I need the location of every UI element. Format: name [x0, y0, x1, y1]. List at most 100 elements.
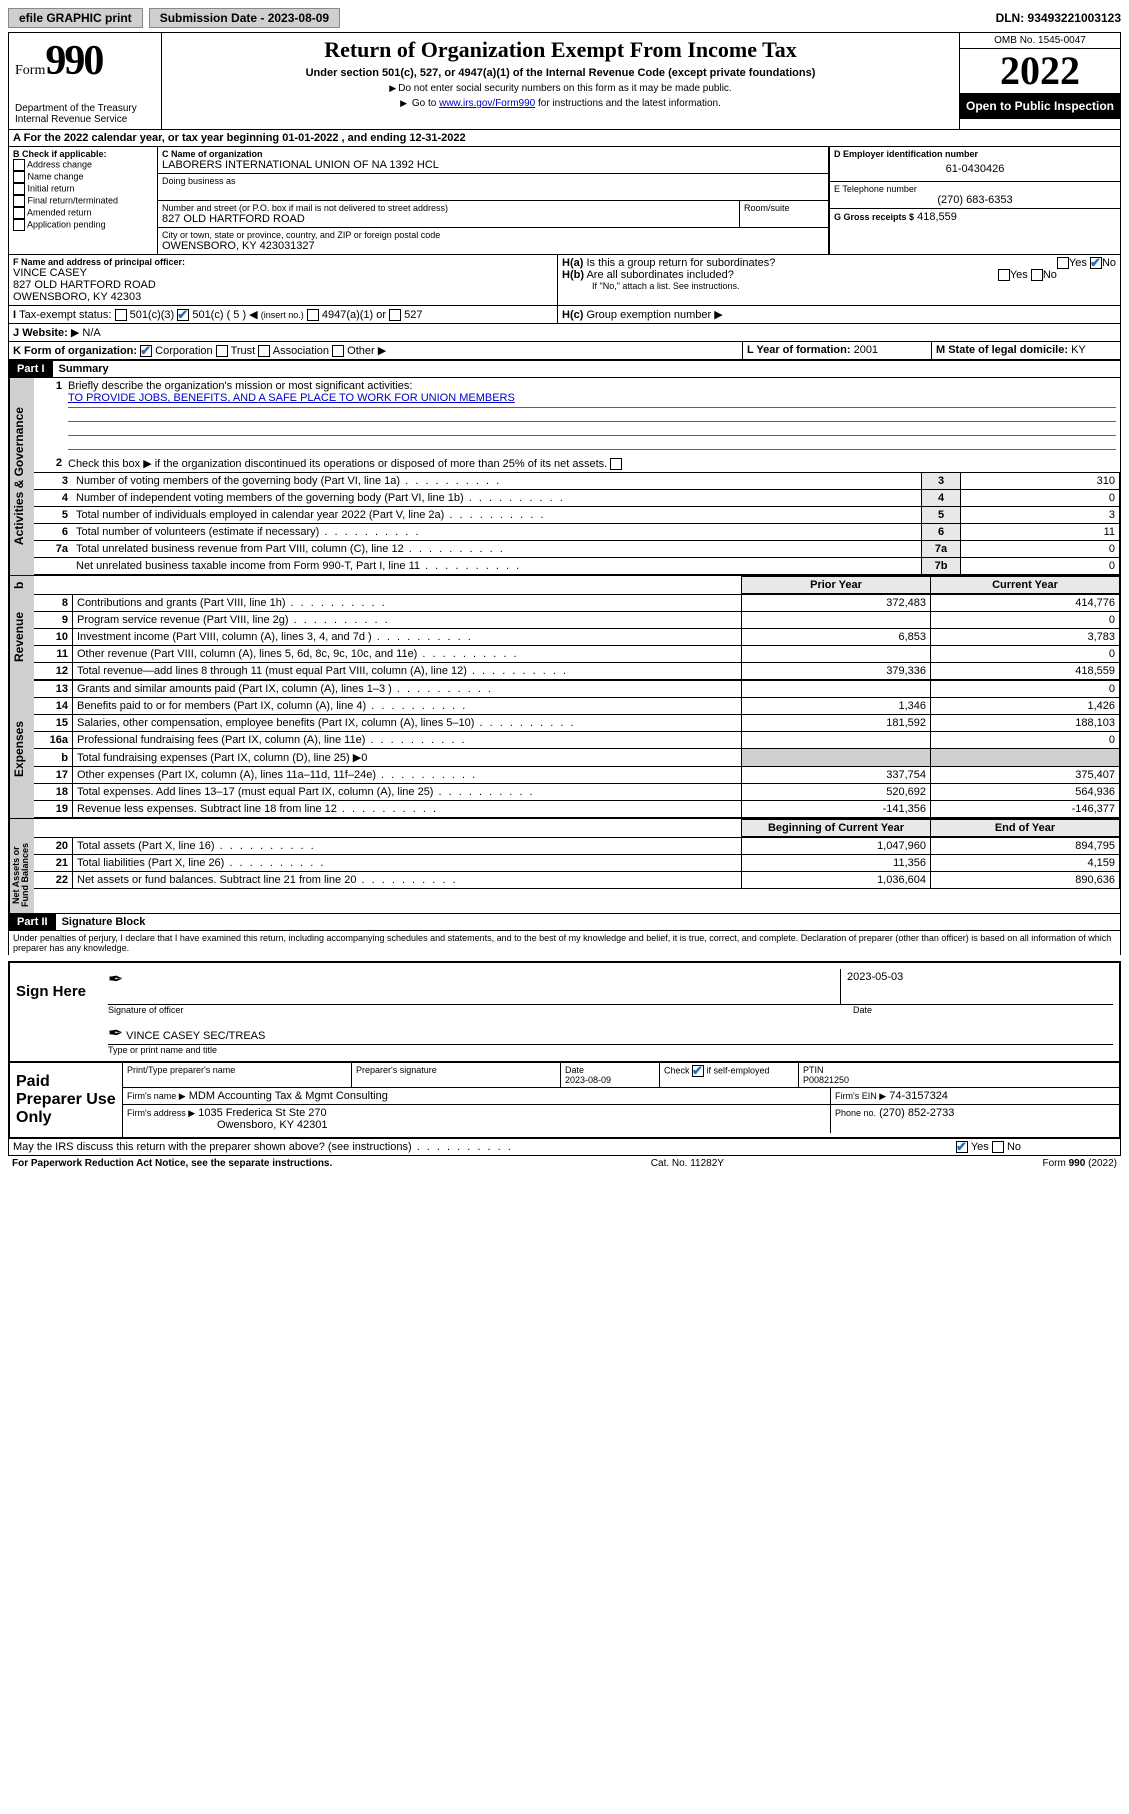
sig-date-label: Date [847, 1005, 1113, 1015]
box-b: B Check if applicable: Address change Na… [9, 147, 158, 254]
box-i: I Tax-exempt status: 501(c)(3) 501(c) ( … [9, 306, 558, 323]
cb-amended[interactable] [13, 207, 25, 219]
table-row: 12 Total revenue—add lines 8 through 11 … [34, 663, 1120, 680]
box-h: H(a) Is this a group return for subordin… [558, 255, 1120, 305]
box-c: C Name of organization LABORERS INTERNAT… [158, 147, 828, 174]
cb-address-change[interactable] [13, 159, 25, 171]
revenue-table: 8 Contributions and grants (Part VIII, l… [34, 594, 1120, 680]
col-end: End of Year [931, 820, 1120, 837]
cb-hb-yes[interactable] [998, 269, 1010, 281]
form-word: Form [15, 63, 45, 78]
table-row: 18 Total expenses. Add lines 13–17 (must… [34, 784, 1120, 801]
col-prior: Prior Year [742, 577, 931, 594]
prep-check: Check if self-employed [660, 1063, 799, 1087]
line2: Check this box ▶ if the organization dis… [68, 457, 1116, 470]
footer: For Paperwork Reduction Act Notice, see … [8, 1156, 1121, 1171]
table-row: 8 Contributions and grants (Part VIII, l… [34, 595, 1120, 612]
tab-netassets: Net Assets orFund Balances [9, 837, 34, 913]
firm-ein: 74-3157324 [889, 1090, 948, 1102]
footer-pra: For Paperwork Reduction Act Notice, see … [12, 1158, 332, 1169]
dept-treasury: Department of the Treasury [15, 103, 155, 114]
box-f: F Name and address of principal officer:… [9, 255, 558, 305]
box-dba: Doing business as [158, 174, 828, 201]
box-g-receipts: G Gross receipts $ 418,559 [830, 209, 1120, 225]
form-subtitle: Under section 501(c), 527, or 4947(a)(1)… [168, 67, 953, 79]
tax-year: 2022 [960, 49, 1120, 93]
part1-hdr: Part I [9, 361, 53, 377]
expense-table: 13 Grants and similar amounts paid (Part… [34, 680, 1120, 818]
table-row: b Total fundraising expenses (Part IX, c… [34, 749, 1120, 767]
cb-app-pending[interactable] [13, 219, 25, 231]
table-row: 4 Number of independent voting members o… [34, 490, 1120, 507]
omb-number: OMB No. 1545-0047 [960, 33, 1120, 49]
table-row: 16a Professional fundraising fees (Part … [34, 732, 1120, 749]
part1-title: Summary [53, 361, 115, 377]
netassets-table: 20 Total assets (Part X, line 16) 1,047,… [34, 837, 1120, 889]
firm-phone: (270) 852-2733 [879, 1107, 954, 1119]
box-hc: H(c) Group exemption number ▶ [558, 306, 1120, 323]
prep-date: 2023-08-09 [565, 1075, 655, 1085]
box-address: Number and street (or P.O. box if mail i… [158, 201, 740, 227]
table-row: 17 Other expenses (Part IX, column (A), … [34, 767, 1120, 784]
box-room: Room/suite [740, 201, 828, 227]
box-m: M State of legal domicile: KY [932, 342, 1120, 359]
col-begin: Beginning of Current Year [742, 820, 931, 837]
cb-initial-return[interactable] [13, 183, 25, 195]
note-goto: Go to www.irs.gov/Form990 for instructio… [168, 98, 953, 109]
line1-value[interactable]: TO PROVIDE JOBS, BENEFITS, AND A SAFE PL… [68, 392, 515, 404]
efile-btn[interactable]: efile GRAPHIC print [8, 8, 143, 28]
line1-label: Briefly describe the organization's miss… [68, 380, 1116, 392]
table-row: 7a Total unrelated business revenue from… [34, 541, 1120, 558]
prep-sig-label: Preparer's signature [352, 1063, 561, 1087]
table-row: 21 Total liabilities (Part X, line 26) 1… [34, 855, 1120, 872]
sig-name-label: Type or print name and title [108, 1045, 1113, 1055]
cb-trust[interactable] [216, 345, 228, 357]
sig-name: VINCE CASEY SEC/TREAS [126, 1030, 265, 1042]
cb-line2[interactable] [610, 458, 622, 470]
firm-addr1: 1035 Frederica St Ste 270 [198, 1107, 326, 1119]
table-row: 22 Net assets or fund balances. Subtract… [34, 872, 1120, 889]
cb-name-change[interactable] [13, 171, 25, 183]
cb-501c[interactable] [177, 309, 189, 321]
box-e-phone: E Telephone number (270) 683-6353 [830, 182, 1120, 209]
paid-preparer-label: Paid Preparer Use Only [10, 1063, 122, 1137]
cb-ha-yes[interactable] [1057, 257, 1069, 269]
table-row: 20 Total assets (Part X, line 16) 1,047,… [34, 838, 1120, 855]
table-row: 19 Revenue less expenses. Subtract line … [34, 801, 1120, 818]
cb-ha-no[interactable] [1090, 257, 1102, 269]
part2-title: Signature Block [56, 914, 152, 930]
simple-rows-table: 3 Number of voting members of the govern… [34, 472, 1120, 575]
line-a: A For the 2022 calendar year, or tax yea… [8, 130, 1121, 147]
ptin: P00821250 [803, 1075, 1115, 1085]
form-header: Form990 Department of the Treasury Inter… [8, 32, 1121, 130]
box-j: J Website: ▶ N/A [9, 324, 1120, 341]
table-row: 11 Other revenue (Part VIII, column (A),… [34, 646, 1120, 663]
table-row: 5 Total number of individuals employed i… [34, 507, 1120, 524]
table-row: 6 Total number of volunteers (estimate i… [34, 524, 1120, 541]
may-irs-discuss: May the IRS discuss this return with the… [9, 1139, 952, 1155]
cb-corp[interactable] [140, 345, 152, 357]
open-to-public: Open to Public Inspection [960, 93, 1120, 119]
cb-501c3[interactable] [115, 309, 127, 321]
cb-other[interactable] [332, 345, 344, 357]
cb-4947[interactable] [307, 309, 319, 321]
dln: DLN: 93493221003123 [996, 11, 1121, 25]
topbar: efile GRAPHIC print Submission Date - 20… [8, 8, 1121, 28]
cb-discuss-no[interactable] [992, 1141, 1004, 1153]
firm-addr2: Owensboro, KY 42301 [127, 1119, 826, 1131]
table-row: 9 Program service revenue (Part VIII, li… [34, 612, 1120, 629]
submission-date-btn[interactable]: Submission Date - 2023-08-09 [149, 8, 340, 28]
irs-link[interactable]: www.irs.gov/Form990 [439, 98, 535, 109]
cb-final-return[interactable] [13, 195, 25, 207]
cb-discuss-yes[interactable] [956, 1141, 968, 1153]
cb-self-employed[interactable] [692, 1065, 704, 1077]
cb-hb-no[interactable] [1031, 269, 1043, 281]
cb-assoc[interactable] [258, 345, 270, 357]
tab-netassets-hdr [9, 819, 34, 837]
table-row: 15 Salaries, other compensation, employe… [34, 715, 1120, 732]
declaration: Under penalties of perjury, I declare th… [8, 931, 1121, 955]
sign-here-label: Sign Here [10, 963, 102, 1061]
tab-revenue: Revenue [9, 594, 34, 680]
table-row: Net unrelated business taxable income fr… [34, 558, 1120, 575]
cb-527[interactable] [389, 309, 401, 321]
